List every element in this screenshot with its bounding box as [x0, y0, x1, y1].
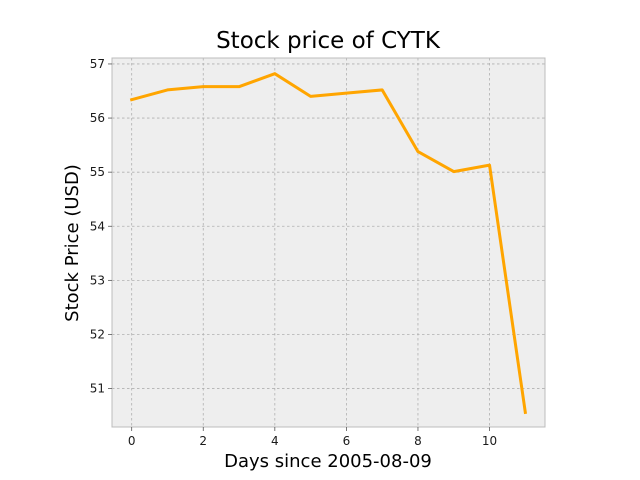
- grid-lines: [112, 58, 545, 427]
- y-tick-label: 52: [90, 327, 105, 341]
- y-tick-label: 51: [90, 382, 105, 396]
- plot-frame: [111, 57, 546, 428]
- x-axis-label: Days since 2005-08-09: [224, 451, 432, 472]
- y-axis-label: Stock Price (USD): [62, 164, 83, 322]
- x-tick-label: 10: [482, 434, 497, 448]
- x-tick-label: 8: [414, 434, 422, 448]
- plot-area: [112, 58, 545, 427]
- x-tick-label: 2: [199, 434, 207, 448]
- x-tick-label: 4: [271, 434, 279, 448]
- y-tick-label: 55: [90, 165, 105, 179]
- x-tick-label: 0: [128, 434, 136, 448]
- x-axis-ticks: 0 2 4 6 8 10: [128, 427, 497, 448]
- chart-title: Stock price of CYTK: [216, 28, 441, 54]
- series-layer: [129, 72, 528, 415]
- y-tick-label: 53: [90, 273, 105, 287]
- y-tick-label: 54: [90, 219, 105, 233]
- y-tick-label: 56: [90, 111, 105, 125]
- y-tick-label: 57: [90, 57, 105, 71]
- x-tick-label: 6: [343, 434, 351, 448]
- series-line-0: [129, 72, 528, 415]
- y-axis-ticks: 51 52 53 54 55 56 57: [90, 57, 112, 396]
